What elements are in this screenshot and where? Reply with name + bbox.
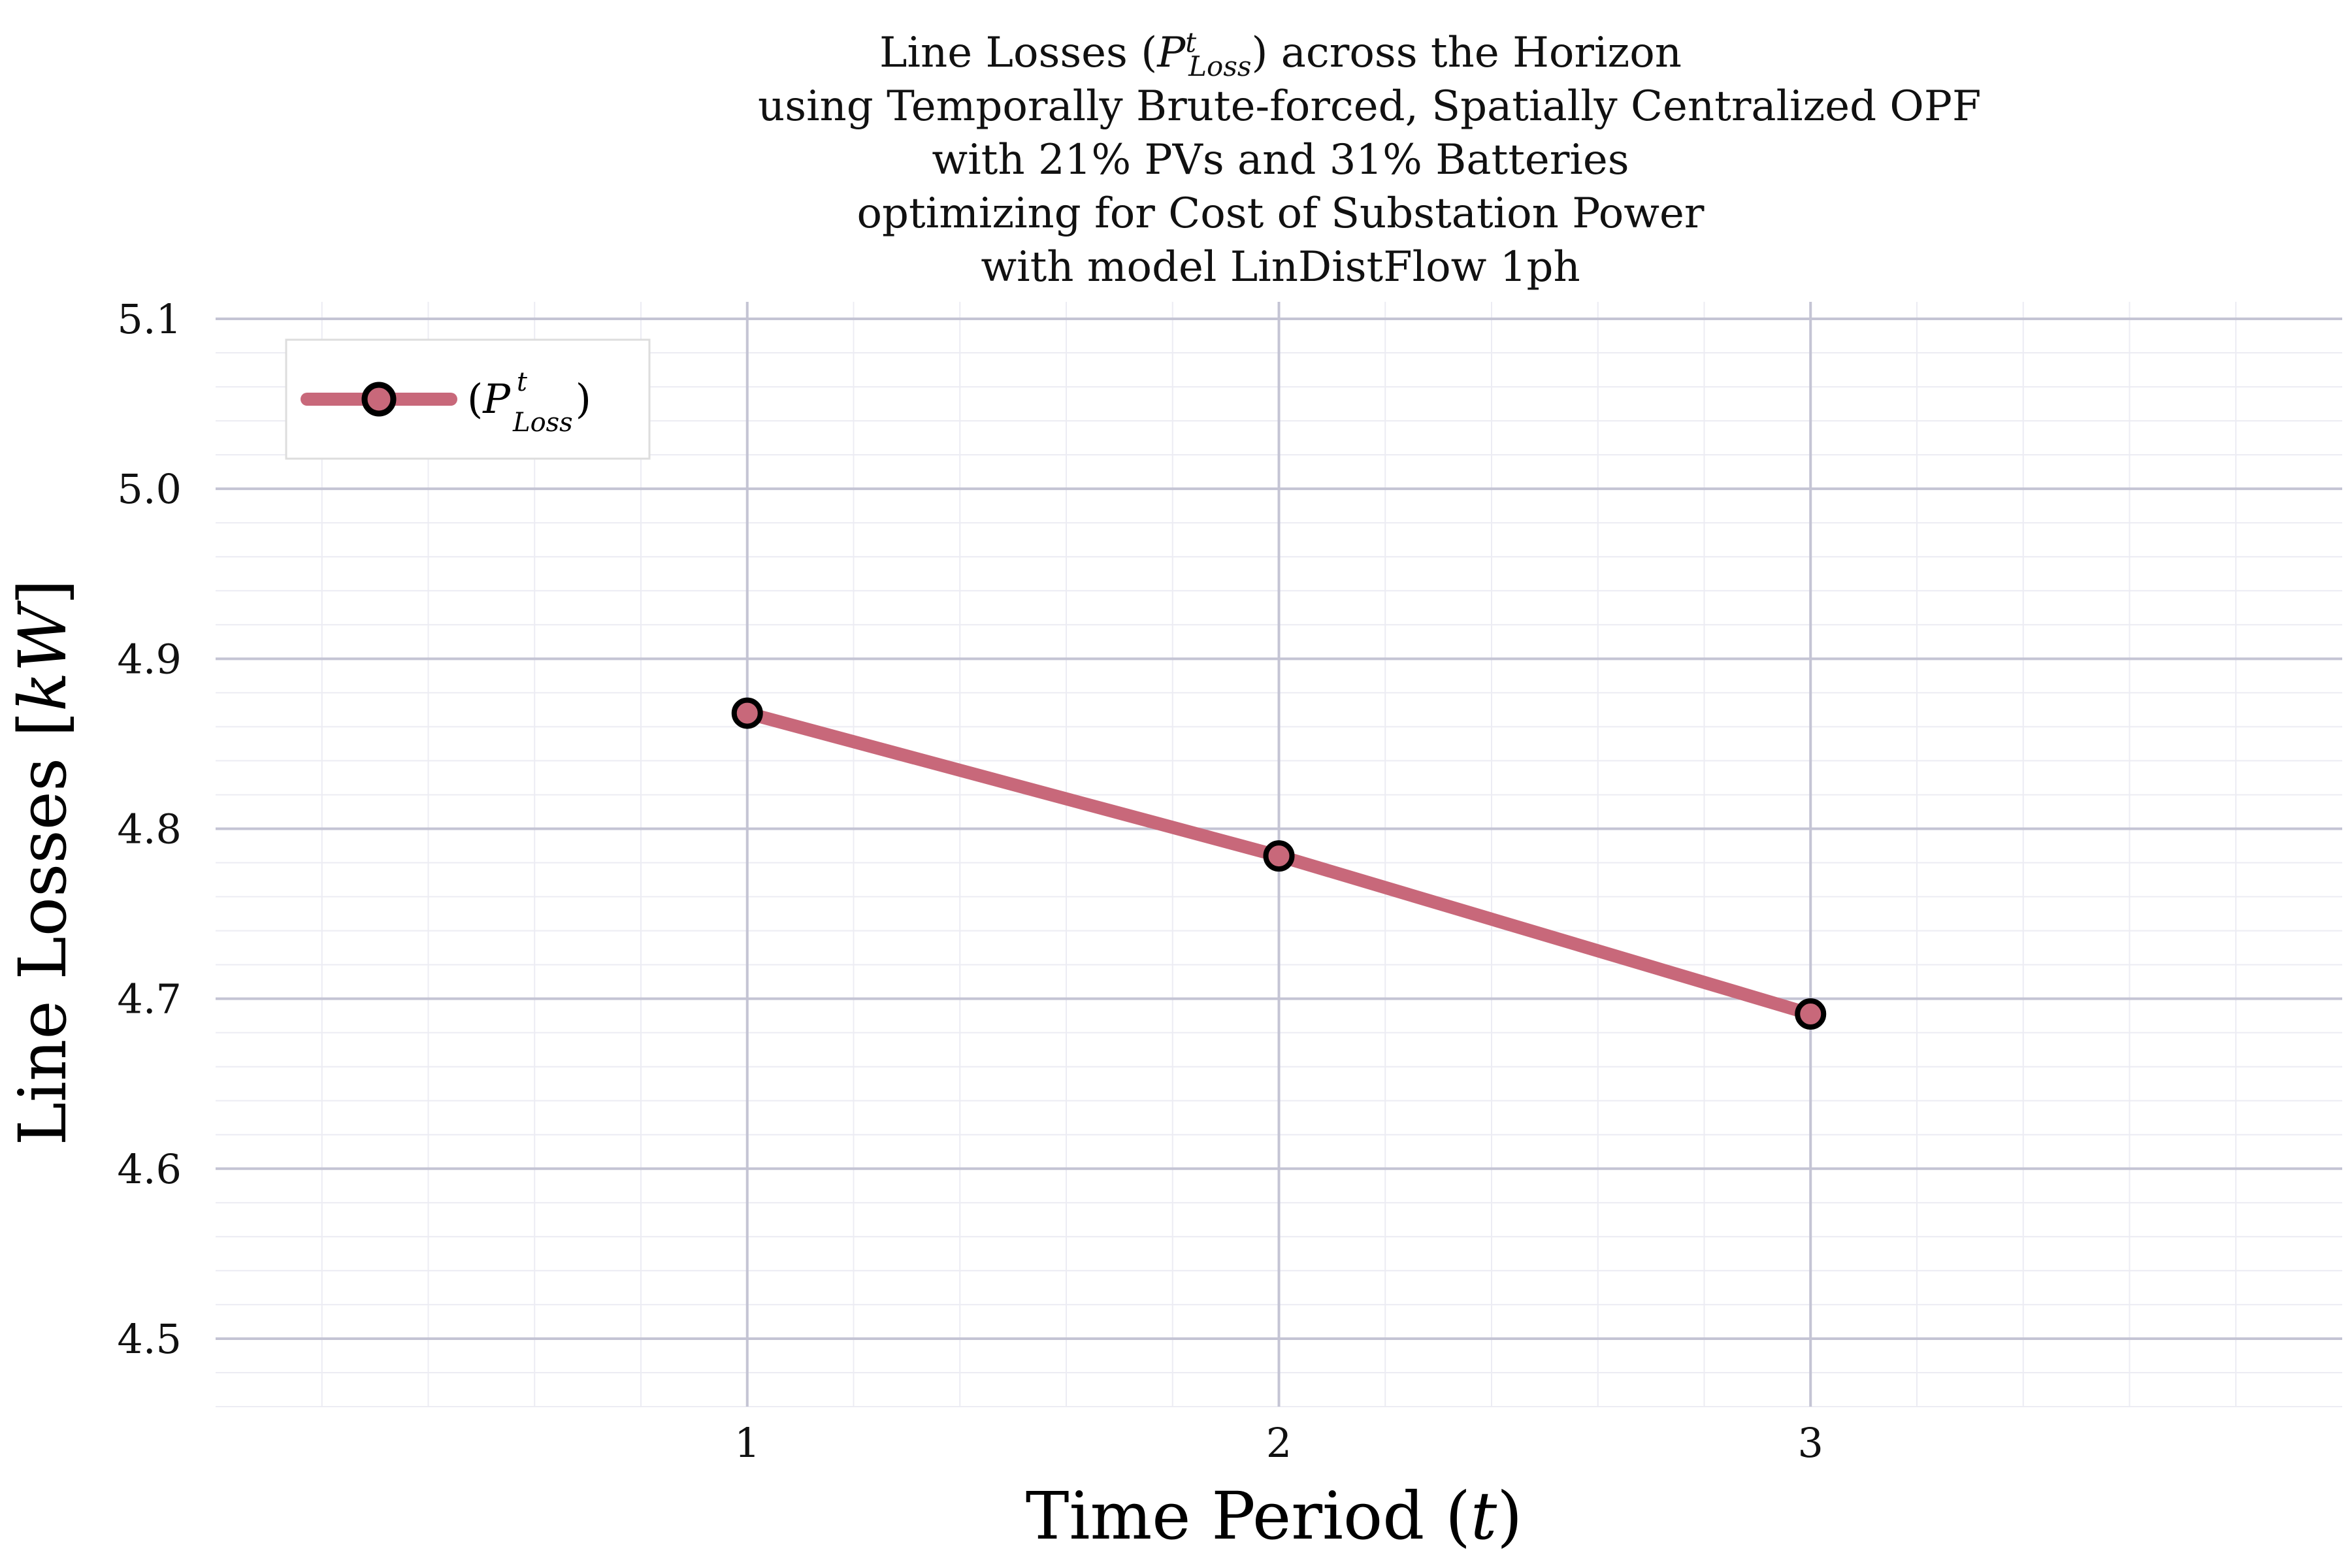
- y-tick-label: 4.5: [117, 1315, 182, 1363]
- title-line-5: with model LinDistFlow 1ph: [981, 243, 1580, 291]
- data-point: [1263, 840, 1295, 872]
- x-axis-label: Time Period (t): [1026, 1478, 1522, 1554]
- x-tick-label: 3: [1798, 1419, 1823, 1467]
- y-tick-label: 4.7: [117, 975, 182, 1023]
- x-tick-label: 2: [1266, 1419, 1292, 1467]
- major-grid: [216, 302, 2342, 1407]
- title-line-2: using Temporally Brute-forced, Spatially…: [758, 82, 1982, 131]
- legend-label: (P t Loss): [467, 367, 591, 438]
- title-line-1: Line Losses (PtLoss) across the Horizon: [879, 26, 1682, 82]
- legend: (P t Loss): [285, 338, 651, 460]
- title-line-4: optimizing for Cost of Substation Power: [857, 189, 1705, 238]
- y-tick-label: 5.1: [117, 295, 182, 343]
- x-tick-label: 1: [734, 1419, 760, 1467]
- y-tick-labels: 4.5 4.6 4.7 4.8 4.9 5.0 5.1: [117, 295, 182, 1363]
- x-tick-labels: 1 2 3: [734, 1419, 1823, 1467]
- y-tick-label: 5.0: [117, 465, 182, 513]
- y-tick-label: 4.9: [117, 635, 182, 683]
- chart-title: Line Losses (PtLoss) across the Horizon …: [758, 26, 1982, 294]
- y-tick-label: 4.6: [117, 1145, 182, 1193]
- data-point: [731, 697, 763, 729]
- y-axis-label: Line Losses [kW]: [5, 580, 81, 1146]
- data-point: [1795, 998, 1827, 1030]
- legend-marker-sample: [361, 382, 397, 417]
- title-line-3: with 21% PVs and 31% Batteries: [932, 136, 1629, 184]
- series-layer: [731, 697, 1827, 1030]
- y-tick-label: 4.8: [117, 805, 182, 853]
